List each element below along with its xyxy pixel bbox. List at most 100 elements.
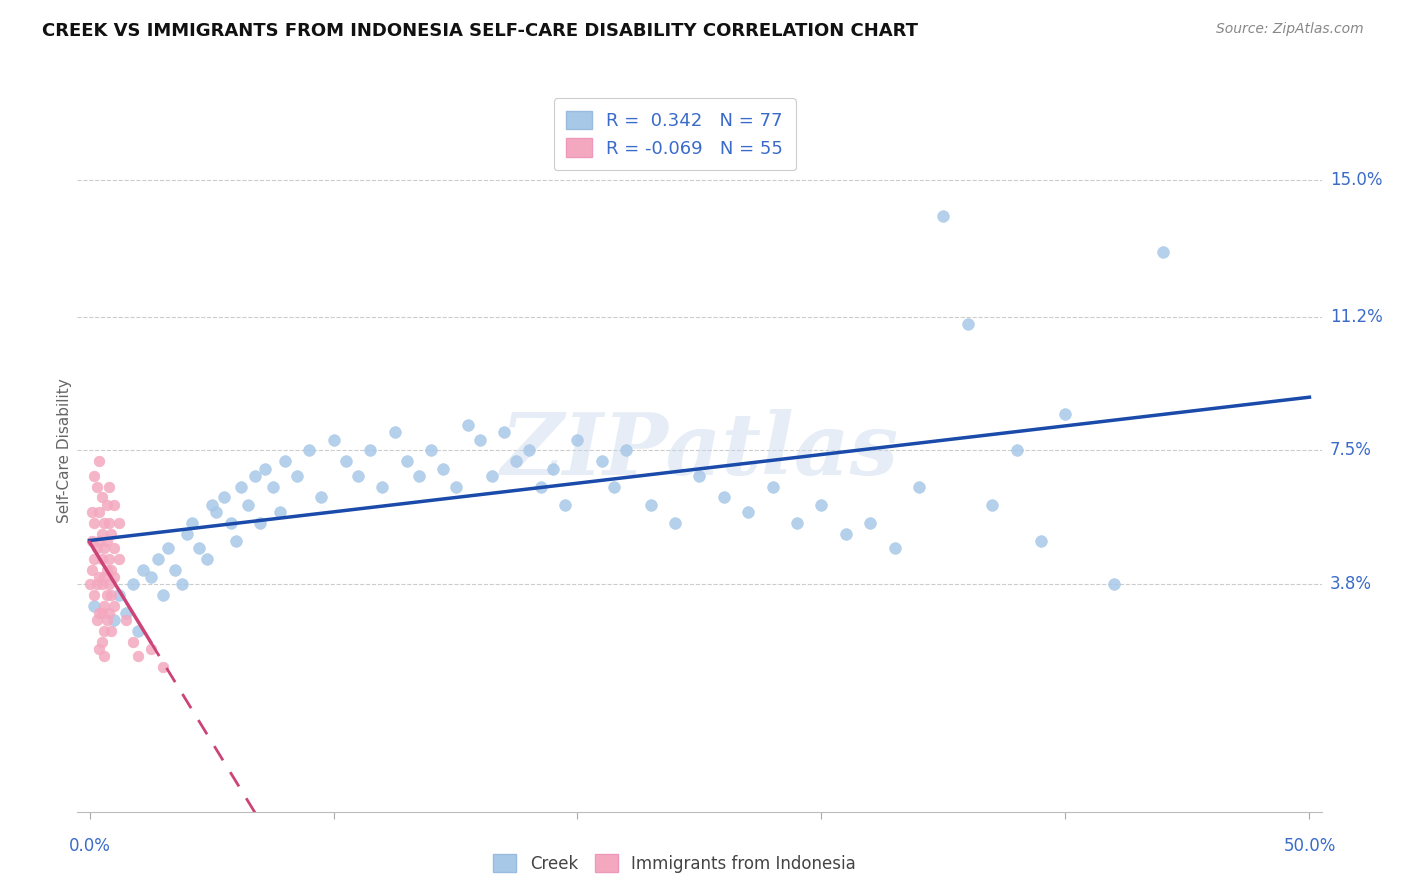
Point [395, 454, 418, 468]
Point [810, 498, 832, 512]
Point [156, 541, 179, 555]
Point [83, 468, 105, 483]
Point [103, 498, 125, 512]
Point [188, 541, 211, 555]
Point [640, 498, 662, 512]
Point [83, 551, 105, 566]
Point [90, 526, 112, 541]
Point [176, 526, 198, 541]
Y-axis label: Self-Care Disability: Self-Care Disability [56, 378, 72, 523]
Point [762, 479, 785, 493]
Text: CREEK VS IMMIGRANTS FROM INDONESIA SELF-CARE DISABILITY CORRELATION CHART: CREEK VS IMMIGRANTS FROM INDONESIA SELF-… [42, 22, 918, 40]
Point [614, 443, 637, 458]
Point [83, 516, 105, 530]
Point [86, 541, 108, 555]
Point [93, 624, 115, 639]
Point [89, 533, 111, 548]
Point [981, 498, 1004, 512]
Text: ZIPatlas: ZIPatlas [501, 409, 898, 492]
Point [269, 505, 291, 519]
Point [444, 479, 467, 493]
Point [311, 491, 333, 505]
Point [1104, 577, 1126, 591]
Point [83, 599, 105, 613]
Point [93, 570, 115, 584]
Point [322, 433, 344, 447]
Point [786, 516, 808, 530]
Point [335, 454, 357, 468]
Point [408, 468, 430, 483]
Point [567, 433, 589, 447]
Point [132, 563, 155, 577]
Point [90, 606, 112, 620]
Point [80, 563, 103, 577]
Point [205, 505, 228, 519]
Point [229, 479, 252, 493]
Point [93, 541, 115, 555]
Legend: Creek, Immigrants from Indonesia: Creek, Immigrants from Indonesia [486, 847, 863, 880]
Point [79, 577, 101, 591]
Text: 7.5%: 7.5% [1330, 442, 1372, 459]
Point [108, 516, 129, 530]
Point [96, 533, 118, 548]
Point [517, 443, 540, 458]
Point [93, 516, 115, 530]
Point [90, 491, 112, 505]
Point [347, 468, 370, 483]
Point [737, 505, 759, 519]
Point [83, 588, 105, 602]
Point [103, 570, 125, 584]
Point [100, 588, 122, 602]
Point [541, 461, 564, 475]
Point [664, 516, 686, 530]
Point [90, 577, 112, 591]
Point [371, 479, 394, 493]
Point [219, 516, 242, 530]
Point [86, 613, 108, 627]
Point [115, 606, 138, 620]
Point [859, 516, 882, 530]
Point [883, 541, 905, 555]
Point [420, 443, 443, 458]
Point [115, 613, 138, 627]
Point [96, 498, 118, 512]
Point [127, 649, 149, 664]
Point [93, 599, 115, 613]
Point [200, 498, 222, 512]
Point [108, 588, 129, 602]
Point [90, 551, 112, 566]
Point [127, 624, 149, 639]
Point [146, 551, 169, 566]
Point [1029, 533, 1052, 548]
Point [835, 526, 858, 541]
Point [212, 491, 235, 505]
Point [481, 468, 503, 483]
Point [103, 613, 125, 627]
Point [384, 425, 406, 440]
Point [89, 642, 111, 657]
Point [93, 649, 115, 664]
Point [603, 479, 626, 493]
Point [249, 516, 271, 530]
Point [100, 526, 122, 541]
Point [100, 563, 122, 577]
Point [89, 454, 111, 468]
Point [98, 577, 121, 591]
Point [225, 533, 247, 548]
Point [1005, 443, 1028, 458]
Point [554, 498, 576, 512]
Point [96, 613, 118, 627]
Point [98, 606, 121, 620]
Point [1054, 407, 1077, 421]
Point [86, 479, 108, 493]
Point [98, 479, 121, 493]
Point [108, 551, 129, 566]
Point [932, 209, 955, 223]
Point [89, 505, 111, 519]
Point [254, 461, 277, 475]
Point [195, 551, 218, 566]
Point [689, 468, 711, 483]
Point [245, 468, 267, 483]
Point [181, 516, 204, 530]
Point [285, 468, 308, 483]
